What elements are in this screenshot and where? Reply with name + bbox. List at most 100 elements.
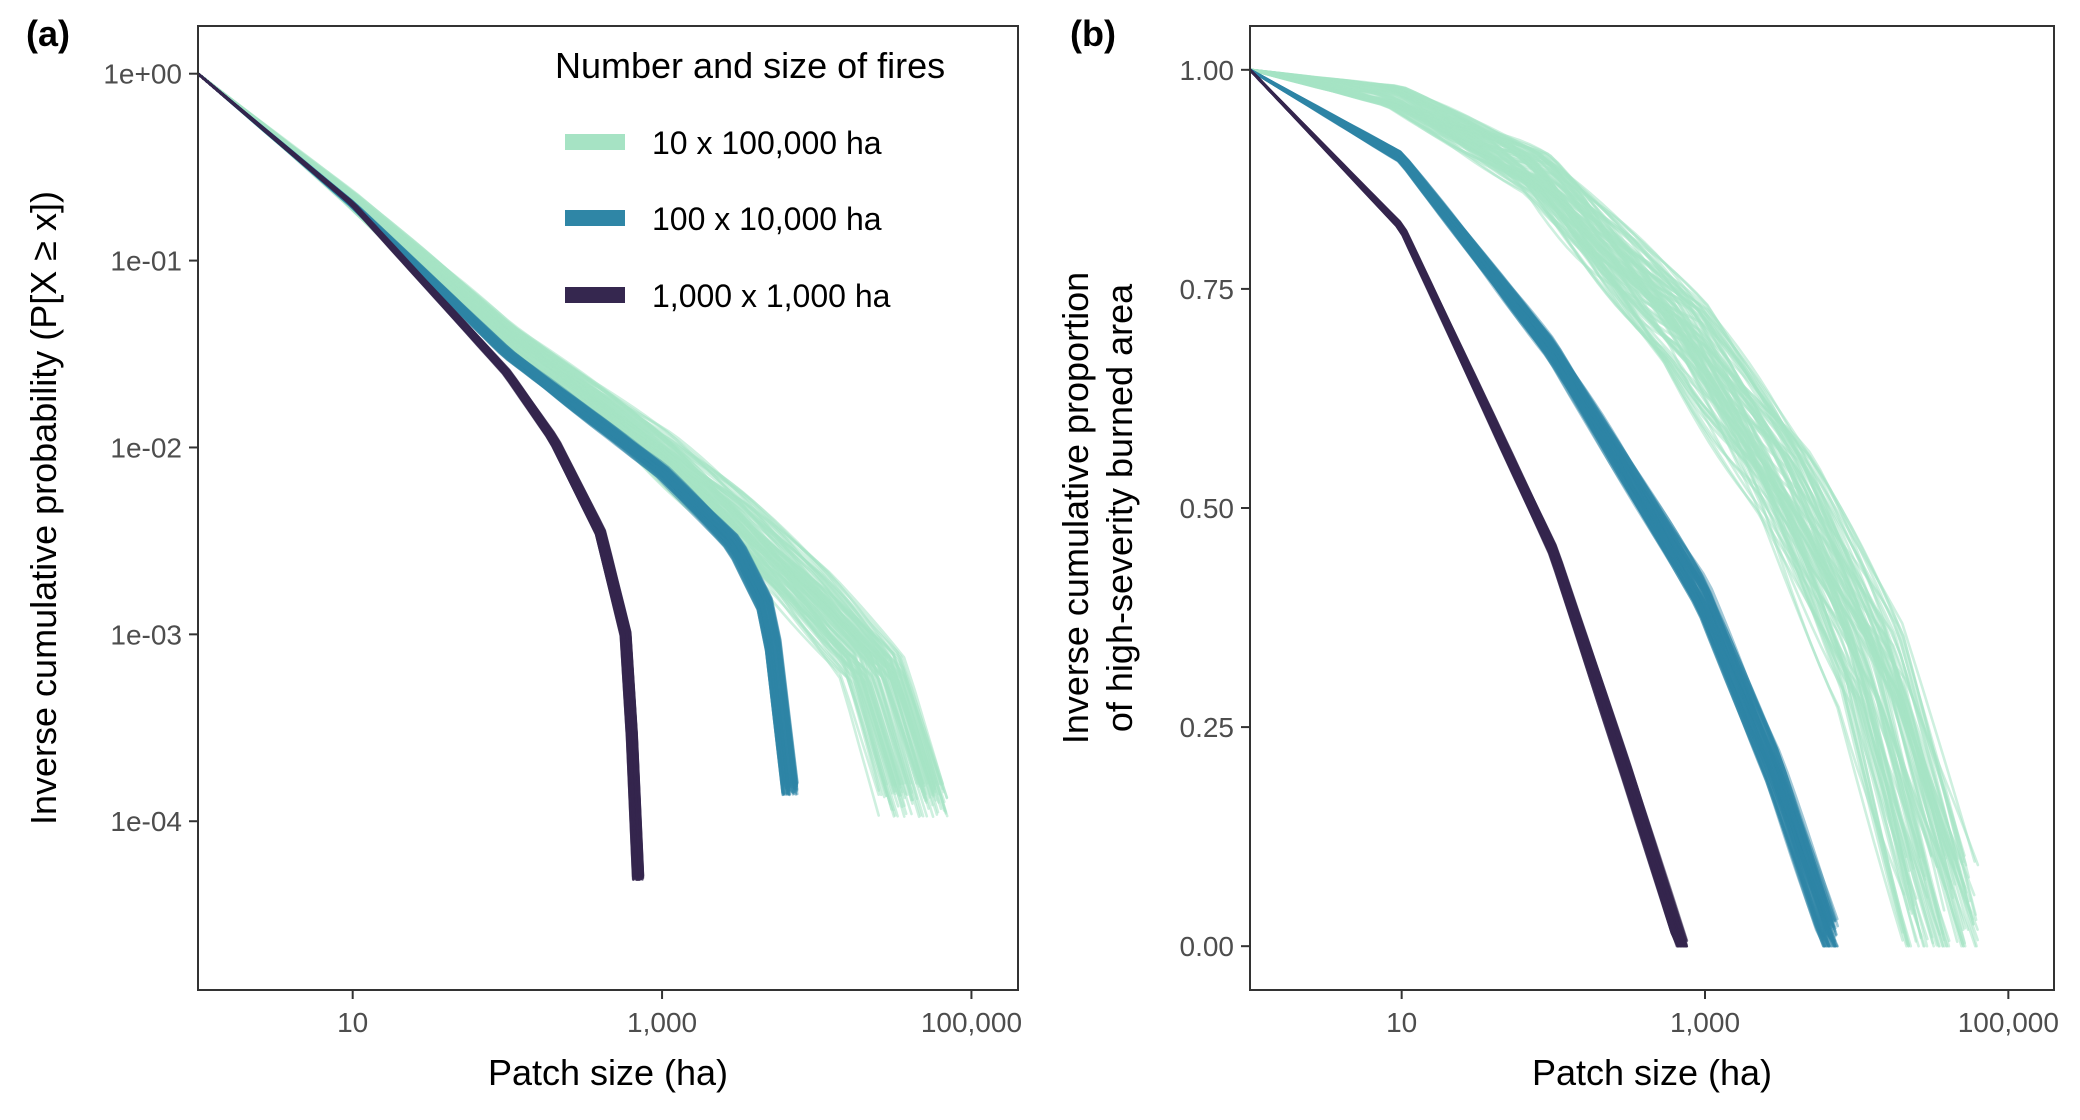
- panel-b-curve-series-2-rep-58: [1248, 68, 1828, 948]
- panel-b-curve-series-2-rep-90: [1248, 68, 1836, 921]
- panel-b-curve-series-2-rep-48: [1248, 68, 1832, 940]
- panel-b-curve-series-2-rep-16: [1248, 68, 1828, 929]
- panel-a-tag: (a): [26, 13, 70, 54]
- panel-b-curve-series-2-rep-67: [1248, 68, 1836, 944]
- panel-b-curve-series-2-rep-72: [1248, 68, 1825, 948]
- panel-b-curve-series-2-rep-99: [1248, 68, 1834, 935]
- panel-a: (a) 10 1,000 100,000 1e+00 1e-01 1e-02 1e-03 1e…: [23, 13, 1022, 1093]
- panel-b-ticks: 10 1,000 100,000 0.00 0.25 0.50 0.75 1.00: [1180, 55, 2059, 1038]
- panel-b-curve-series-2-rep-10: [1248, 68, 1833, 929]
- panel-b-y-axis-title-line-1: Inverse cumulative proportion: [1055, 272, 1096, 744]
- panel-b-tag: (b): [1070, 13, 1116, 54]
- panel-a-curve-series-1-rep-100: [196, 72, 944, 791]
- panel-b-curve-series-2-rep-21: [1248, 68, 1828, 936]
- panel-b-curve-series-2-rep-11: [1248, 68, 1837, 948]
- panel-b-curve-series-2-rep-93: [1248, 68, 1830, 921]
- panel-b-curve-series-2-rep-42: [1248, 68, 1826, 923]
- panel-b-curve-series-1-rep-100: [1248, 68, 1979, 931]
- panel-b-y-tick-label-3: 0.50: [1180, 493, 1235, 524]
- panel-b-curve-series-2-rep-68: [1248, 68, 1829, 947]
- panel-a-y-tick-label-5: 1e-04: [110, 806, 182, 837]
- panel-b-x-tick-label-2: 1,000: [1670, 1007, 1740, 1038]
- panel-b-y-tick-label-1: 0.00: [1180, 931, 1235, 962]
- panel-b-curve-series-2-rep-28: [1248, 68, 1827, 948]
- panel-b-curve-series-2-rep-38: [1248, 68, 1836, 923]
- panel-b-curve-series-2-rep-76: [1248, 68, 1829, 936]
- panel-a-curve-series-3-rep-100: [196, 72, 638, 877]
- panel-b-curve-series-2-rep-24: [1248, 68, 1833, 921]
- panel-b-curve-series-2-rep-23: [1248, 68, 1831, 930]
- panel-b-curve-series-2-rep-27: [1248, 68, 1828, 933]
- panel-b-curve-series-2-rep-71: [1248, 68, 1839, 948]
- panel-b-curve-series-2-rep-57: [1248, 68, 1832, 927]
- panel-a-curves: [196, 72, 949, 881]
- panel-b-curve-series-2-rep-98: [1248, 68, 1825, 921]
- panel-a-x-tick-label-3: 100,000: [921, 1007, 1022, 1038]
- panel-b-curve-series-2-rep-19: [1248, 68, 1834, 928]
- panel-b-curve-series-2-rep-31: [1248, 68, 1827, 922]
- panel-b-curve-series-2-rep-91: [1248, 68, 1825, 921]
- panel-b-curve-series-3-rep-100: [1248, 68, 1686, 943]
- panel-b-curve-series-2-rep-6: [1248, 68, 1836, 948]
- panel-b-x-axis-title: Patch size (ha): [1532, 1052, 1772, 1093]
- panel-b-curve-series-2-rep-78: [1248, 68, 1829, 942]
- panel-b-curve-series-1-rep-97: [1248, 68, 1966, 857]
- panel-b-curve-series-2-rep-32: [1248, 68, 1838, 948]
- panel-a-y-tick-label-3: 1e-02: [110, 432, 182, 463]
- panel-b-curve-series-2-rep-36: [1248, 68, 1830, 948]
- panel-a-y-tick-label-1: 1e+00: [103, 59, 182, 90]
- panel-b-curve-series-2-rep-37: [1248, 68, 1839, 921]
- panel-b-curve-series-2-rep-45: [1248, 68, 1831, 948]
- panel-b-x-tick-label-1: 10: [1386, 1007, 1417, 1038]
- panel-b-curve-series-2-rep-46: [1248, 68, 1829, 927]
- panel-b-curve-series-2-rep-65: [1248, 68, 1835, 931]
- panel-b-y-axis-title: Inverse cumulative proportion of high-se…: [1055, 272, 1140, 744]
- panel-b-curve-series-2-rep-56: [1248, 68, 1835, 928]
- panel-a-curve-series-1-rep-98: [196, 72, 949, 799]
- panel-b-curve-series-2-rep-55: [1248, 68, 1839, 928]
- panel-b-y-tick-label-2: 0.25: [1180, 712, 1235, 743]
- panel-b-curve-series-2-rep-25: [1248, 68, 1832, 940]
- panel-b-curve-series-2-rep-86: [1248, 68, 1831, 939]
- panel-b-curve-series-2-rep-14: [1248, 68, 1833, 923]
- panel-b-curve-series-2-rep-62: [1248, 68, 1836, 928]
- panel-a-y-tick-label-2: 1e-01: [110, 246, 182, 277]
- panel-b-curve-series-2-rep-35: [1248, 68, 1835, 948]
- panel-b-curve-series-2-rep-59: [1248, 68, 1835, 942]
- panel-b-curve-series-2-rep-18: [1248, 68, 1825, 948]
- panel-b-curve-series-2-rep-79: [1248, 68, 1837, 948]
- panel-b-curve-series-2-rep-4: [1248, 68, 1831, 948]
- panel-b-curve-series-2-rep-66: [1248, 68, 1832, 948]
- panel-b-curve-series-2-rep-70: [1248, 68, 1828, 923]
- panel-b-curve-series-2-rep-64: [1248, 68, 1835, 948]
- panel-b-curve-series-2-rep-50: [1248, 68, 1828, 922]
- panel-b-curve-series-2-rep-5: [1248, 68, 1829, 948]
- panel-b-curve-series-2-rep-63: [1248, 68, 1835, 922]
- panel-b-curve-series-1-rep-99: [1248, 68, 1973, 914]
- panel-a-ticks: 10 1,000 100,000 1e+00 1e-01 1e-02 1e-03 1e-04: [103, 59, 1022, 1038]
- panel-b-curve-series-2-rep-2: [1248, 68, 1828, 948]
- panel-b-curve-series-2-rep-7: [1248, 68, 1831, 926]
- legend-label-1000x1000: 1,000 x 1,000 ha: [652, 278, 891, 314]
- panel-b-curve-series-2-rep-49: [1248, 68, 1827, 948]
- panel-b-curve-series-2-rep-95: [1248, 68, 1830, 922]
- panel-b-curve-series-2-rep-84: [1248, 68, 1837, 948]
- panel-a-x-tick-label-1: 10: [337, 1007, 368, 1038]
- panel-b-curve-series-2-rep-61: [1248, 68, 1837, 942]
- panel-a-x-tick-label-2: 1,000: [627, 1007, 697, 1038]
- panel-b-curve-series-2-rep-51: [1248, 68, 1831, 938]
- panel-b-curve-series-2-rep-44: [1248, 68, 1834, 921]
- legend-title: Number and size of fires: [555, 45, 945, 86]
- panel-b-curve-series-1-rep-95: [1248, 68, 1915, 870]
- legend-label-10x100000: 10 x 100,000 ha: [652, 125, 882, 161]
- panel-b-curve-series-2-rep-40: [1248, 68, 1833, 948]
- panel-b-curve-series-2-rep-3: [1248, 68, 1837, 922]
- panel-b-curve-series-2-rep-83: [1248, 68, 1837, 933]
- legend-label-100x10000: 100 x 10,000 ha: [652, 201, 882, 237]
- panel-b-curve-series-2-rep-73: [1248, 68, 1830, 947]
- panel-b-curve-series-2-rep-52: [1248, 68, 1826, 948]
- panel-b-curve-series-2-rep-54: [1248, 68, 1830, 948]
- panel-b-curve-series-2-rep-94: [1248, 68, 1834, 948]
- panel-b-x-tick-label-3: 100,000: [1958, 1007, 2059, 1038]
